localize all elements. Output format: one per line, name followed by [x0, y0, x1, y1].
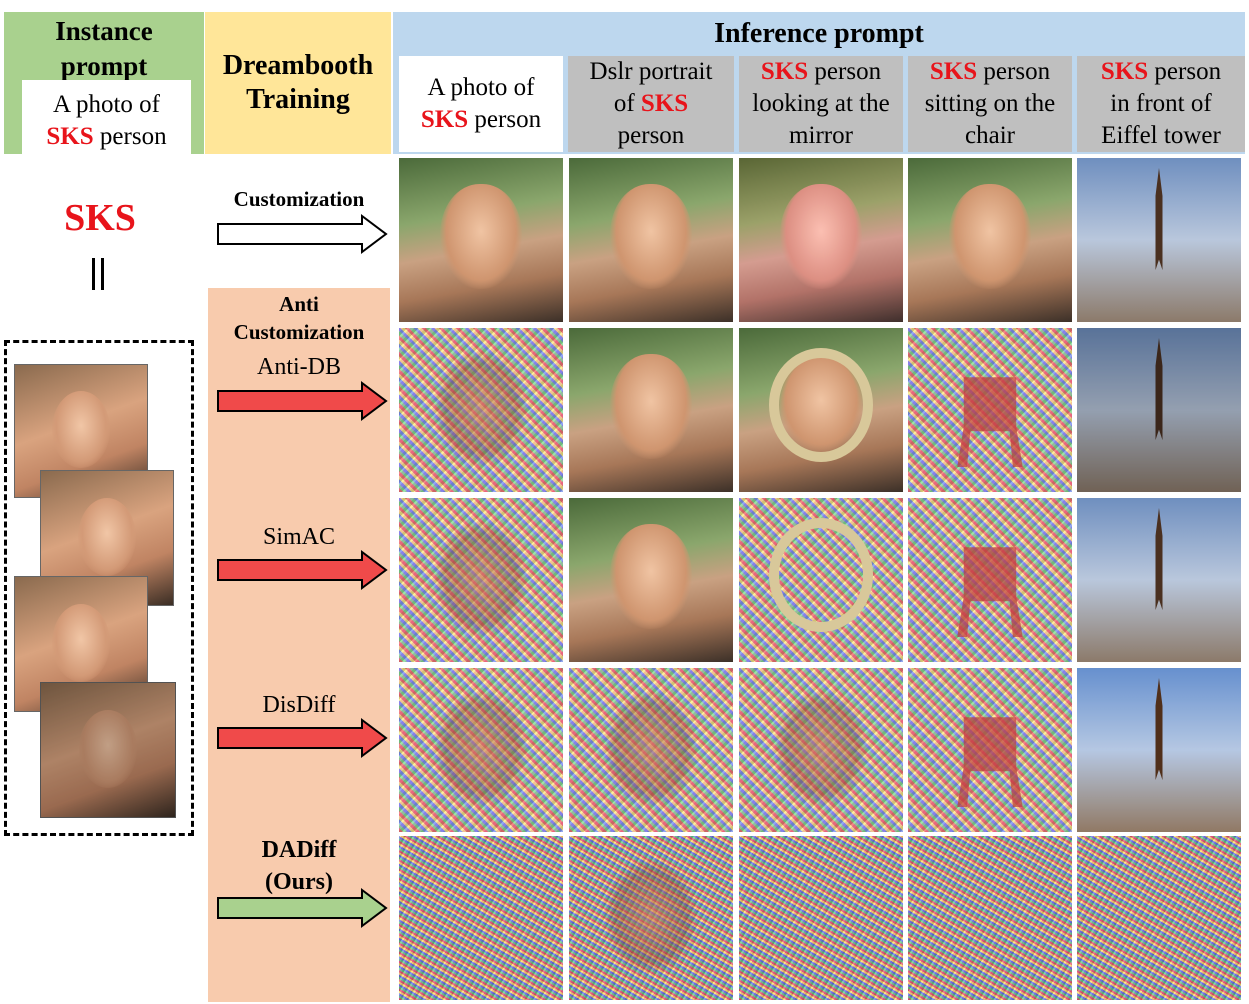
instance-title-line2: prompt: [60, 51, 148, 81]
instance-prompt-line2: SKS person: [46, 123, 167, 150]
inference-prompt-title: Inference prompt: [714, 18, 924, 49]
sks-identifier: SKS: [64, 197, 136, 239]
green-arrow-icon: [217, 888, 388, 928]
method-label-anti-db: Anti-DB: [257, 354, 341, 380]
method-label-disdiff: DisDiff: [262, 692, 336, 718]
output-anti-db-mirror: [739, 328, 903, 492]
prompt-eiffel-tower: SKS person in front of Eiffel tower: [1077, 56, 1245, 152]
output-anti-db-chair: [908, 328, 1072, 492]
output-disdiff-eiffel: [1077, 668, 1241, 832]
prompt-sitting-on-chair: SKS person sitting on the chair: [908, 56, 1072, 152]
output-customization-chair: [908, 158, 1072, 322]
output-anti-db-photo: [399, 328, 563, 492]
prompt-looking-at-mirror: SKS person looking at the mirror: [739, 56, 903, 152]
customization-label: Customization: [233, 187, 365, 211]
red-arrow-icon: [217, 381, 388, 421]
instance-prompt-title: Instance prompt: [4, 14, 204, 84]
output-customization-eiffel: [1077, 158, 1241, 322]
customization-arrow-icon: [217, 214, 388, 254]
output-dadiff-chair: [908, 836, 1072, 1000]
output-disdiff-dslr: [569, 668, 733, 832]
output-disdiff-mirror: [739, 668, 903, 832]
output-anti-db-eiffel: [1077, 328, 1241, 492]
output-disdiff-photo: [399, 668, 563, 832]
instance-prompt-line1: A photo of: [53, 91, 160, 118]
output-dadiff-dslr: [569, 836, 733, 1000]
output-simac-photo: [399, 498, 563, 662]
instance-prompt-text: A photo of SKS person: [22, 80, 191, 162]
output-simac-mirror: [739, 498, 903, 662]
dreambooth-line1: Dreambooth: [222, 50, 374, 81]
output-customization-mirror: [739, 158, 903, 322]
method-label-simac: SimAC: [262, 524, 336, 550]
output-simac-dslr: [569, 498, 733, 662]
output-simac-eiffel: [1077, 498, 1241, 662]
training-face-4: [40, 682, 176, 818]
instance-prompt-panel: Instance prompt A photo of SKS person: [4, 12, 204, 162]
output-dadiff-mirror: [739, 836, 903, 1000]
equivalence-sign: [92, 258, 104, 290]
output-customization-dslr: [569, 158, 733, 322]
prompt-dslr-portrait: Dslr portrait of SKS person: [568, 56, 734, 152]
prompt-photo-of-sks-person: A photo of SKS person: [399, 56, 563, 152]
instance-sks-token: SKS: [46, 123, 94, 150]
dreambooth-line2: Training: [246, 84, 350, 115]
method-label-dadiff-ours: DADiff (Ours): [261, 837, 337, 895]
output-anti-db-dslr: [569, 328, 733, 492]
red-arrow-icon: [217, 718, 388, 758]
output-simac-chair: [908, 498, 1072, 662]
output-dadiff-photo: [399, 836, 563, 1000]
output-customization-photo: [399, 158, 563, 322]
red-arrow-icon: [217, 550, 388, 590]
dreambooth-training-panel: Dreambooth Training: [205, 12, 391, 154]
output-dadiff-eiffel: [1077, 836, 1241, 1000]
anti-customization-title: Anti Customization: [233, 292, 365, 344]
instance-title-line1: Instance: [55, 16, 153, 46]
training-images-box: [4, 340, 194, 836]
output-disdiff-chair: [908, 668, 1072, 832]
